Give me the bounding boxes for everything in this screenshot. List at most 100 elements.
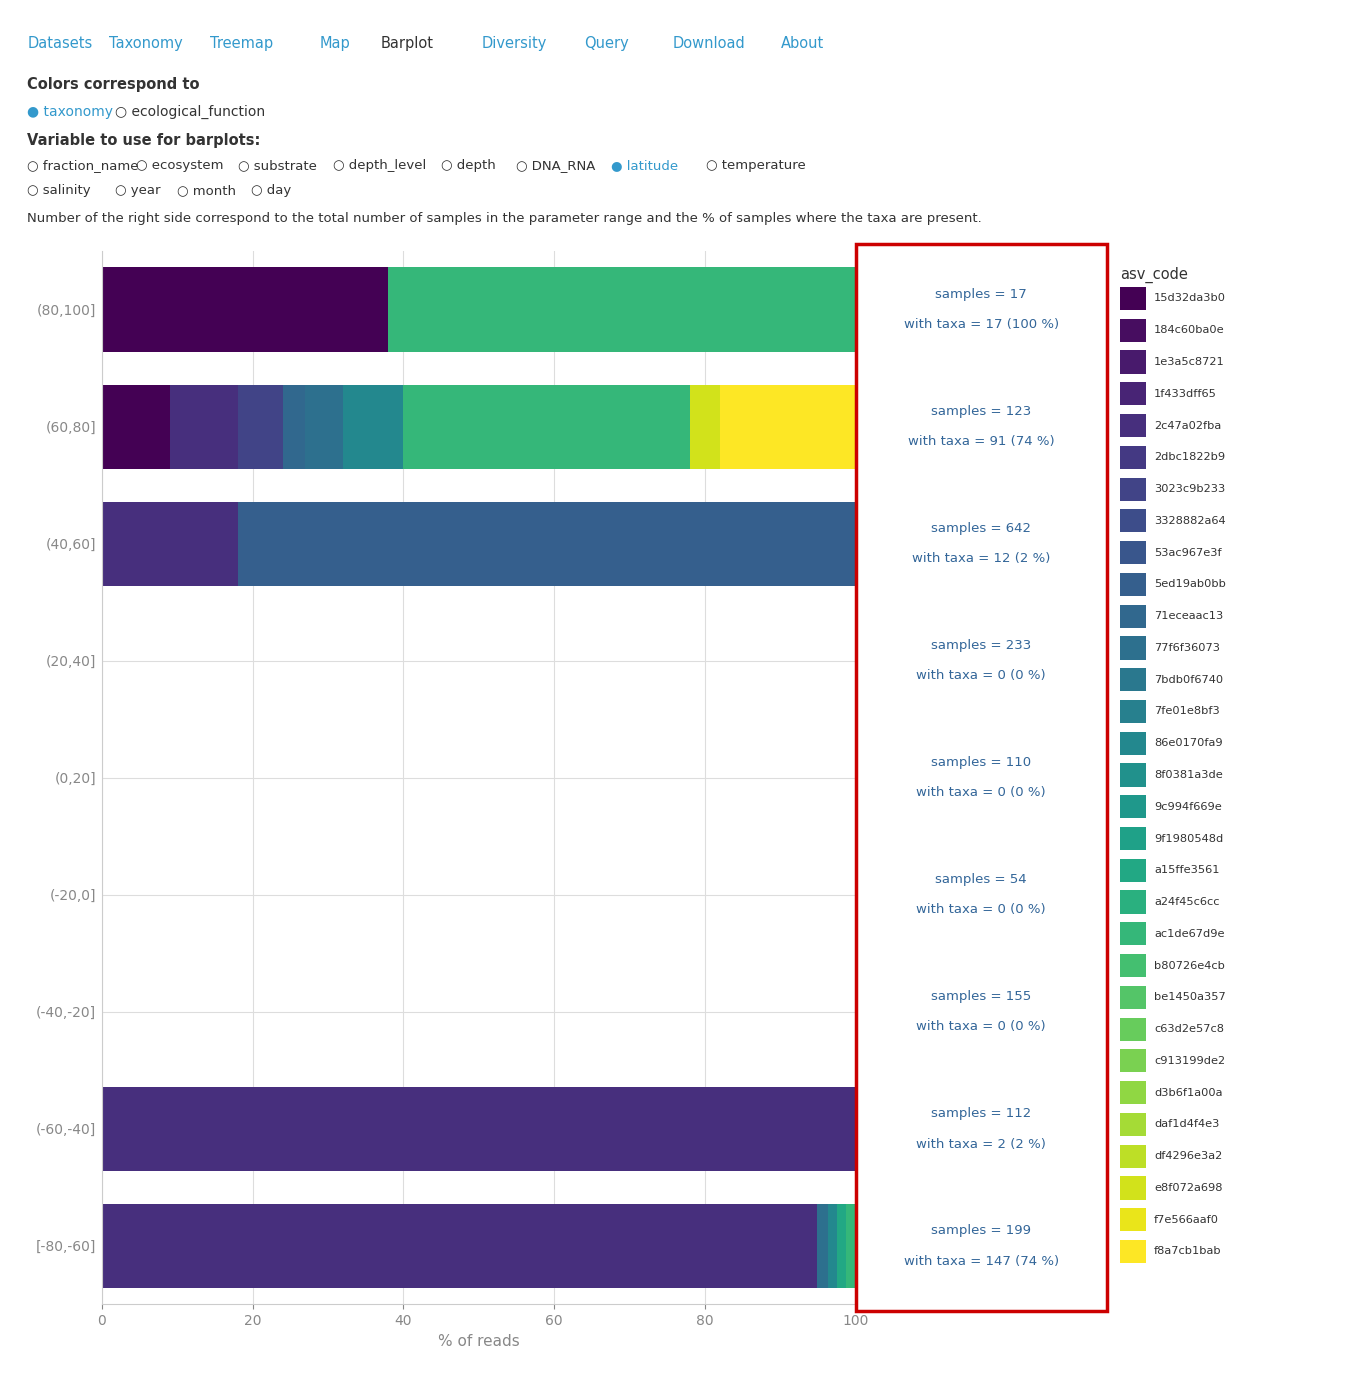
Text: samples = 642: samples = 642 <box>932 522 1031 534</box>
Text: Query: Query <box>584 36 629 52</box>
Text: ○ depth: ○ depth <box>441 159 496 172</box>
Text: a15ffe3561: a15ffe3561 <box>1154 865 1219 875</box>
Text: samples = 112: samples = 112 <box>932 1108 1031 1120</box>
Bar <box>1120 986 1146 1009</box>
Text: 184c60ba0e: 184c60ba0e <box>1154 325 1225 335</box>
Bar <box>282 385 306 469</box>
Text: e8f072a698: e8f072a698 <box>1154 1183 1222 1193</box>
Bar <box>1120 1017 1146 1041</box>
Text: with taxa = 0 (0 %): with taxa = 0 (0 %) <box>917 904 1046 917</box>
Text: c63d2e57c8: c63d2e57c8 <box>1154 1024 1224 1034</box>
Text: 71eceaac13: 71eceaac13 <box>1154 611 1224 621</box>
Text: samples = 110: samples = 110 <box>932 756 1031 769</box>
Text: 1e3a5c8721: 1e3a5c8721 <box>1154 357 1225 367</box>
Bar <box>1120 446 1146 469</box>
Text: ○ fraction_name: ○ fraction_name <box>27 159 139 172</box>
Bar <box>690 385 720 469</box>
Text: 53ac967e3f: 53ac967e3f <box>1154 548 1222 558</box>
Text: samples = 199: samples = 199 <box>932 1223 1031 1237</box>
Bar <box>1120 763 1146 787</box>
Text: Barplot: Barplot <box>380 36 433 52</box>
Bar <box>1120 604 1146 628</box>
Bar <box>1120 668 1146 692</box>
Text: 2dbc1822b9: 2dbc1822b9 <box>1154 452 1225 462</box>
Bar <box>818 1204 828 1288</box>
Bar <box>720 385 856 469</box>
Text: 77f6f36073: 77f6f36073 <box>1154 643 1219 653</box>
Text: 9f1980548d: 9f1980548d <box>1154 834 1224 844</box>
Text: a24f45c6cc: a24f45c6cc <box>1154 897 1219 907</box>
Bar <box>102 385 170 469</box>
Bar <box>1120 1081 1146 1105</box>
Bar <box>1120 922 1146 946</box>
Text: samples = 155: samples = 155 <box>932 990 1031 1003</box>
Text: 1f433dff65: 1f433dff65 <box>1154 389 1217 399</box>
Bar <box>238 502 856 586</box>
Bar <box>403 385 690 469</box>
Text: samples = 233: samples = 233 <box>932 639 1031 651</box>
Bar <box>1120 573 1146 596</box>
Text: with taxa = 147 (74 %): with taxa = 147 (74 %) <box>903 1254 1059 1268</box>
Text: asv_code: asv_code <box>1120 266 1188 283</box>
Text: 5ed19ab0bb: 5ed19ab0bb <box>1154 579 1226 590</box>
Text: 9c994f669e: 9c994f669e <box>1154 802 1222 812</box>
Text: samples = 54: samples = 54 <box>936 873 1027 886</box>
Text: Datasets: Datasets <box>27 36 92 52</box>
Bar <box>1120 1049 1146 1073</box>
Bar <box>1120 477 1146 501</box>
Bar <box>1120 1240 1146 1262</box>
Bar <box>1120 731 1146 755</box>
Bar <box>1120 350 1146 374</box>
Text: ○ day: ○ day <box>251 184 292 197</box>
Bar <box>102 502 238 586</box>
Bar <box>1120 287 1146 310</box>
Bar <box>1120 414 1146 437</box>
X-axis label: % of reads: % of reads <box>437 1334 520 1349</box>
Text: ○ DNA_RNA: ○ DNA_RNA <box>516 159 595 172</box>
Bar <box>1120 1176 1146 1200</box>
Bar <box>1120 1145 1146 1168</box>
Bar <box>102 1087 856 1170</box>
Text: 3328882a64: 3328882a64 <box>1154 516 1226 526</box>
Text: Diversity: Diversity <box>482 36 547 52</box>
Bar <box>828 1204 838 1288</box>
Text: ○ month: ○ month <box>177 184 235 197</box>
Bar <box>1120 636 1146 660</box>
Text: Colors correspond to: Colors correspond to <box>27 77 200 92</box>
Text: ○ depth_level: ○ depth_level <box>333 159 426 172</box>
Text: ac1de67d9e: ac1de67d9e <box>1154 929 1225 939</box>
Text: Map: Map <box>319 36 350 52</box>
Text: 8f0381a3de: 8f0381a3de <box>1154 770 1222 780</box>
Text: b80726e4cb: b80726e4cb <box>1154 961 1225 971</box>
Bar <box>1120 890 1146 914</box>
Bar <box>846 1204 856 1288</box>
Text: 3023c9b233: 3023c9b233 <box>1154 484 1225 494</box>
Text: daf1d4f4e3: daf1d4f4e3 <box>1154 1119 1219 1130</box>
Bar <box>838 1204 846 1288</box>
Text: df4296e3a2: df4296e3a2 <box>1154 1151 1222 1161</box>
Text: with taxa = 0 (0 %): with taxa = 0 (0 %) <box>917 787 1046 799</box>
Bar <box>1120 700 1146 723</box>
Text: 7fe01e8bf3: 7fe01e8bf3 <box>1154 706 1219 717</box>
Text: with taxa = 0 (0 %): with taxa = 0 (0 %) <box>917 670 1046 682</box>
Bar <box>388 268 856 352</box>
Text: ○ substrate: ○ substrate <box>238 159 316 172</box>
Text: be1450a357: be1450a357 <box>1154 992 1226 1003</box>
Bar <box>238 385 282 469</box>
Text: f8a7cb1bab: f8a7cb1bab <box>1154 1247 1222 1257</box>
Text: ○ temperature: ○ temperature <box>706 159 805 172</box>
Text: d3b6f1a00a: d3b6f1a00a <box>1154 1088 1222 1098</box>
Text: ○ year: ○ year <box>115 184 162 197</box>
Bar <box>306 385 344 469</box>
Bar <box>1120 382 1146 406</box>
Text: samples = 123: samples = 123 <box>932 405 1031 418</box>
Bar <box>102 1204 818 1288</box>
Text: About: About <box>781 36 824 52</box>
Bar <box>344 385 403 469</box>
Text: ○ ecological_function: ○ ecological_function <box>115 105 266 119</box>
Text: Taxonomy: Taxonomy <box>109 36 182 52</box>
Bar <box>1120 318 1146 342</box>
Bar <box>1120 1113 1146 1136</box>
Text: with taxa = 0 (0 %): with taxa = 0 (0 %) <box>917 1021 1046 1034</box>
Text: 7bdb0f6740: 7bdb0f6740 <box>1154 675 1224 685</box>
